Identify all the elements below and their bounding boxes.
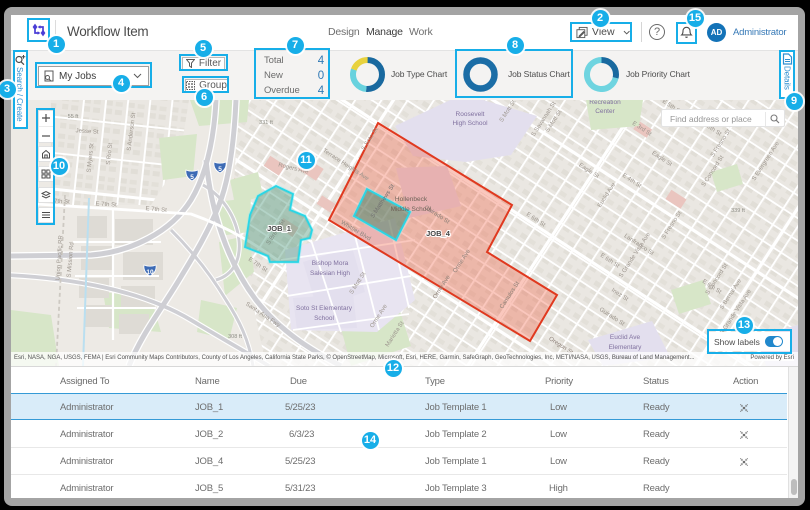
svg-text:S Myers St: S Myers St bbox=[86, 143, 95, 173]
svg-text:Hollenbeck: Hollenbeck bbox=[395, 196, 428, 203]
svg-text:Recreation: Recreation bbox=[589, 100, 621, 106]
svg-text:E 7th St: E 7th St bbox=[48, 198, 70, 205]
svg-text:Bishop Mora: Bishop Mora bbox=[312, 260, 349, 267]
svg-text:Soto St Elementary: Soto St Elementary bbox=[296, 305, 353, 312]
svg-text:JOB_1: JOB_1 bbox=[267, 224, 291, 233]
svg-text:S Anderson St: S Anderson St bbox=[127, 112, 138, 151]
svg-text:Middle School: Middle School bbox=[391, 206, 432, 213]
svg-text:Union Pacific RR: Union Pacific RR bbox=[55, 234, 64, 280]
svg-text:Jesse St: Jesse St bbox=[75, 128, 99, 136]
svg-text:Roosevelt: Roosevelt bbox=[456, 111, 485, 118]
svg-text:School: School bbox=[314, 315, 334, 322]
svg-text:55 ft: 55 ft bbox=[68, 114, 79, 120]
svg-text:10: 10 bbox=[146, 269, 154, 276]
svg-text:E 7th St: E 7th St bbox=[145, 206, 167, 214]
svg-text:308 ft: 308 ft bbox=[228, 334, 242, 340]
svg-text:High School: High School bbox=[452, 120, 488, 127]
svg-text:5: 5 bbox=[190, 174, 194, 181]
svg-text:Elementary: Elementary bbox=[609, 344, 643, 351]
svg-text:S Mission Rd: S Mission Rd bbox=[66, 242, 75, 278]
svg-text:331 ft: 331 ft bbox=[259, 120, 273, 126]
svg-text:5: 5 bbox=[218, 166, 222, 173]
svg-text:Euclid Ave: Euclid Ave bbox=[610, 334, 641, 341]
svg-text:Salesian High: Salesian High bbox=[310, 270, 350, 277]
svg-text:Center: Center bbox=[595, 108, 615, 115]
svg-text:JOB_4: JOB_4 bbox=[426, 229, 451, 238]
svg-text:S Rio St: S Rio St bbox=[106, 142, 114, 165]
svg-text:339 ft: 339 ft bbox=[731, 208, 745, 214]
svg-text:E 7th St: E 7th St bbox=[95, 201, 117, 208]
